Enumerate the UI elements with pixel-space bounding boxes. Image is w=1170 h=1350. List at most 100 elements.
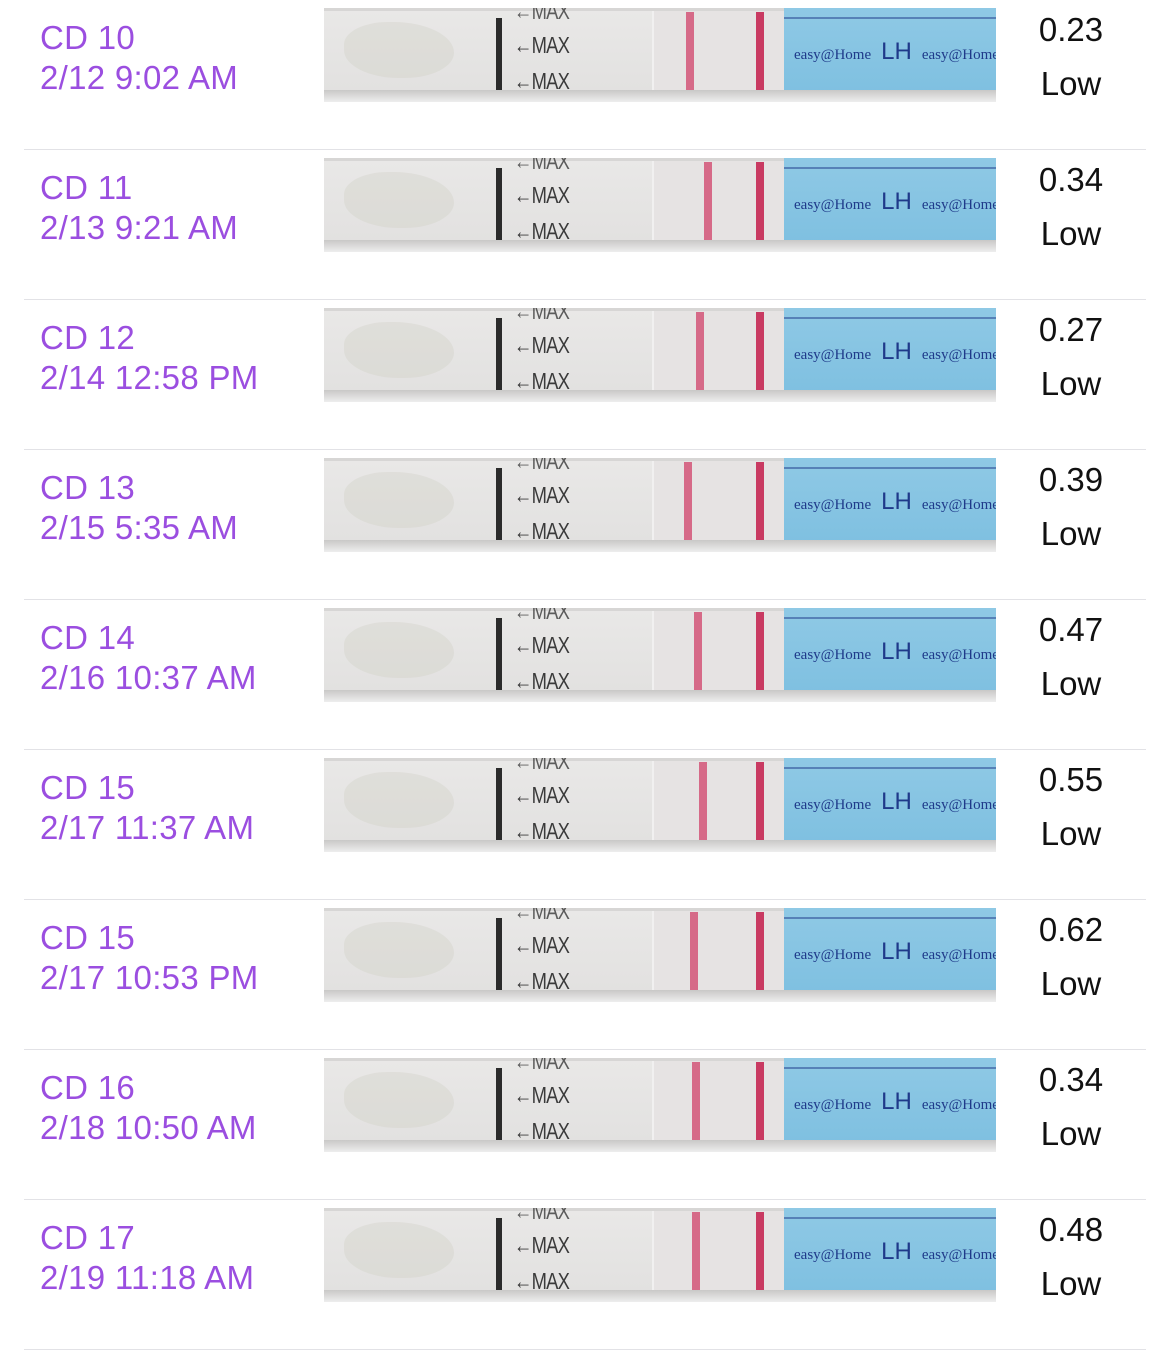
log-entry-row[interactable]: CD 11 2/13 9:21 AM ←MAX ←MAX ←MAX easy@H… bbox=[0, 150, 1170, 300]
strip-brand-area: easy@Home LH easy@Home bbox=[784, 458, 996, 552]
max-mark: ←MAX bbox=[514, 782, 570, 808]
cycle-day: CD 12 bbox=[40, 319, 136, 356]
test-datetime: 2/12 9:02 AM bbox=[40, 59, 239, 96]
test-datetime: 2/18 10:50 AM bbox=[40, 1109, 257, 1146]
log-entry-row[interactable]: CD 12 2/14 12:58 PM ←MAX ←MAX ←MAX easy@… bbox=[0, 300, 1170, 450]
lh-mark: LH bbox=[881, 638, 912, 665]
strip-edge bbox=[324, 90, 996, 102]
test-datetime: 2/15 5:35 AM bbox=[40, 509, 239, 546]
brand-print: easy@Home LH easy@Home bbox=[794, 1238, 996, 1266]
max-mark-partial: ←MAX bbox=[514, 308, 570, 324]
brand-logo: easy@Home bbox=[921, 797, 996, 813]
cycle-day: CD 15 bbox=[40, 769, 136, 806]
lh-status: Low bbox=[1040, 1115, 1102, 1152]
max-bar bbox=[496, 1068, 502, 1140]
max-bar bbox=[496, 618, 502, 690]
control-line bbox=[756, 1062, 764, 1140]
brand-logo: easy@Home bbox=[921, 47, 996, 63]
log-entry-row[interactable]: CD 15 2/17 11:37 AM ←MAX ←MAX ←MAX easy@… bbox=[0, 750, 1170, 900]
test-strip-image[interactable]: ←MAX ←MAX ←MAX easy@Home LH easy@Home bbox=[324, 8, 996, 102]
test-line bbox=[686, 12, 694, 90]
log-entry-row[interactable]: CD 17 2/19 11:18 AM ←MAX ←MAX ←MAX easy@… bbox=[0, 1200, 1170, 1350]
entry-label: CD 15 2/17 10:53 PM bbox=[40, 918, 259, 998]
test-strip-image[interactable]: ←MAX ←MAX ←MAX easy@Home LH easy@Home bbox=[324, 308, 996, 402]
max-mark: ←MAX bbox=[514, 218, 570, 244]
lh-ratio-value: 0.62 bbox=[1038, 911, 1104, 948]
row-divider bbox=[24, 899, 1146, 900]
log-entry-row[interactable]: CD 13 2/15 5:35 AM ←MAX ←MAX ←MAX easy@H… bbox=[0, 450, 1170, 600]
test-strip-image[interactable]: ←MAX ←MAX ←MAX easy@Home LH easy@Home bbox=[324, 458, 996, 552]
row-divider bbox=[24, 599, 1146, 600]
max-mark: ←MAX bbox=[514, 518, 570, 544]
lh-ratio-value: 0.23 bbox=[1038, 11, 1104, 48]
brand-logo: easy@Home bbox=[921, 647, 996, 663]
entry-label: CD 10 2/12 9:02 AM bbox=[40, 18, 238, 98]
brand-logo: easy@Home bbox=[794, 197, 872, 213]
max-mark-partial: ←MAX bbox=[514, 8, 570, 24]
brand-logo: easy@Home bbox=[921, 197, 996, 213]
max-mark: ←MAX bbox=[514, 32, 570, 58]
max-bar bbox=[496, 18, 502, 90]
brand-logo: easy@Home bbox=[794, 797, 872, 813]
max-bar bbox=[496, 918, 502, 990]
test-line bbox=[694, 612, 702, 690]
strip-edge bbox=[324, 390, 996, 402]
lh-ratio-value: 0.55 bbox=[1038, 761, 1104, 798]
log-entry-row[interactable]: CD 16 2/18 10:50 AM ←MAX ←MAX ←MAX easy@… bbox=[0, 1050, 1170, 1200]
strip-stain bbox=[344, 472, 454, 528]
strip-stain bbox=[344, 322, 454, 378]
row-divider bbox=[24, 1049, 1146, 1050]
test-strip-image[interactable]: ←MAX ←MAX ←MAX easy@Home LH easy@Home bbox=[324, 1058, 996, 1152]
max-mark-partial: ←MAX bbox=[514, 908, 570, 924]
lh-mark: LH bbox=[881, 1238, 912, 1265]
lh-status: Low bbox=[1040, 65, 1102, 102]
test-strip-image[interactable]: ←MAX ←MAX ←MAX easy@Home LH easy@Home bbox=[324, 158, 996, 252]
test-strip-image[interactable]: ←MAX ←MAX ←MAX easy@Home LH easy@Home bbox=[324, 908, 996, 1002]
row-divider bbox=[24, 149, 1146, 150]
entry-label: CD 12 2/14 12:58 PM bbox=[40, 318, 259, 398]
lh-ratio-value: 0.34 bbox=[1038, 1061, 1104, 1098]
test-strip-image[interactable]: ←MAX ←MAX ←MAX easy@Home LH easy@Home bbox=[324, 758, 996, 852]
max-mark: ←MAX bbox=[514, 1232, 570, 1258]
result-window bbox=[654, 311, 784, 391]
strip-edge bbox=[324, 990, 996, 1002]
lh-status: Low bbox=[1040, 665, 1102, 702]
entry-label: CD 13 2/15 5:35 AM bbox=[40, 468, 238, 548]
strip-edge bbox=[324, 240, 996, 252]
max-mark: ←MAX bbox=[514, 482, 570, 508]
control-line bbox=[756, 612, 764, 690]
strip-edge bbox=[324, 690, 996, 702]
lh-ratio-value: 0.34 bbox=[1038, 161, 1104, 198]
lh-status: Low bbox=[1040, 815, 1102, 852]
strip-stain bbox=[344, 922, 454, 978]
lh-mark: LH bbox=[881, 338, 912, 365]
log-entry-row[interactable]: CD 14 2/16 10:37 AM ←MAX ←MAX ←MAX easy@… bbox=[0, 600, 1170, 750]
test-line bbox=[690, 912, 698, 990]
test-strip-image[interactable]: ←MAX ←MAX ←MAX easy@Home LH easy@Home bbox=[324, 1208, 996, 1302]
brand-rule bbox=[784, 767, 996, 769]
max-mark: ←MAX bbox=[514, 68, 570, 94]
cycle-day: CD 13 bbox=[40, 469, 136, 506]
brand-logo: easy@Home bbox=[794, 947, 872, 963]
max-mark: ←MAX bbox=[514, 932, 570, 958]
log-entry-row[interactable]: CD 10 2/12 9:02 AM ←MAX ←MAX ←MAX easy@H… bbox=[0, 0, 1170, 150]
control-line bbox=[756, 762, 764, 840]
lh-mark: LH bbox=[881, 1088, 912, 1115]
log-entry-row[interactable]: CD 15 2/17 10:53 PM ←MAX ←MAX ←MAX easy@… bbox=[0, 900, 1170, 1050]
result-window bbox=[654, 611, 784, 691]
test-datetime: 2/17 11:37 AM bbox=[40, 809, 255, 846]
brand-logo: easy@Home bbox=[921, 1097, 996, 1113]
brand-rule bbox=[784, 917, 996, 919]
strip-brand-area: easy@Home LH easy@Home bbox=[784, 158, 996, 252]
cycle-day: CD 10 bbox=[40, 19, 136, 56]
brand-logo: easy@Home bbox=[794, 497, 872, 513]
max-mark-partial: ←MAX bbox=[514, 458, 570, 474]
test-datetime: 2/17 10:53 PM bbox=[40, 959, 259, 996]
test-strip-image[interactable]: ←MAX ←MAX ←MAX easy@Home LH easy@Home bbox=[324, 608, 996, 702]
brand-logo: easy@Home bbox=[921, 1247, 996, 1263]
lh-ratio-value: 0.39 bbox=[1038, 461, 1104, 498]
lh-status: Low bbox=[1040, 515, 1102, 552]
max-mark: ←MAX bbox=[514, 182, 570, 208]
test-line bbox=[684, 462, 692, 540]
strip-stain bbox=[344, 1222, 454, 1278]
